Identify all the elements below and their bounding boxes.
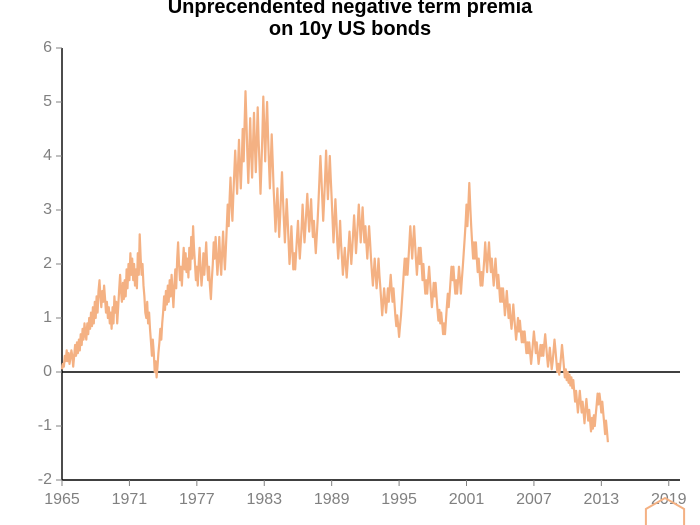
y-tick-label: 6 (43, 39, 52, 56)
y-tick-label: -2 (38, 471, 52, 488)
y-tick-label: 3 (43, 201, 52, 218)
chart-svg: -2 -1 0 1 2 3 4 5 6 1965 1971 1977 1983 1989 1995 2001 2… (0, 0, 700, 525)
x-tick-label: 2013 (584, 491, 620, 508)
chart-container: Unprecendented negative term premia on 1… (0, 0, 700, 525)
y-tick-label: -1 (38, 417, 52, 434)
x-tick-label: 1977 (179, 491, 215, 508)
x-tick-label: 1971 (112, 491, 148, 508)
x-tick-label: 1995 (381, 491, 417, 508)
y-tick-label: 5 (43, 93, 52, 110)
x-tick-label: 2007 (516, 491, 552, 508)
x-tick-label: 1989 (314, 491, 350, 508)
x-tick-label: 1965 (44, 491, 80, 508)
y-tick-label: 4 (43, 147, 52, 164)
y-tick-label: 1 (43, 309, 52, 326)
x-tick-label: 2001 (449, 491, 485, 508)
y-tick-label: 2 (43, 255, 52, 272)
y-tick-label: 0 (43, 363, 52, 380)
x-tick-label: 1983 (246, 491, 282, 508)
series-line (62, 91, 608, 442)
